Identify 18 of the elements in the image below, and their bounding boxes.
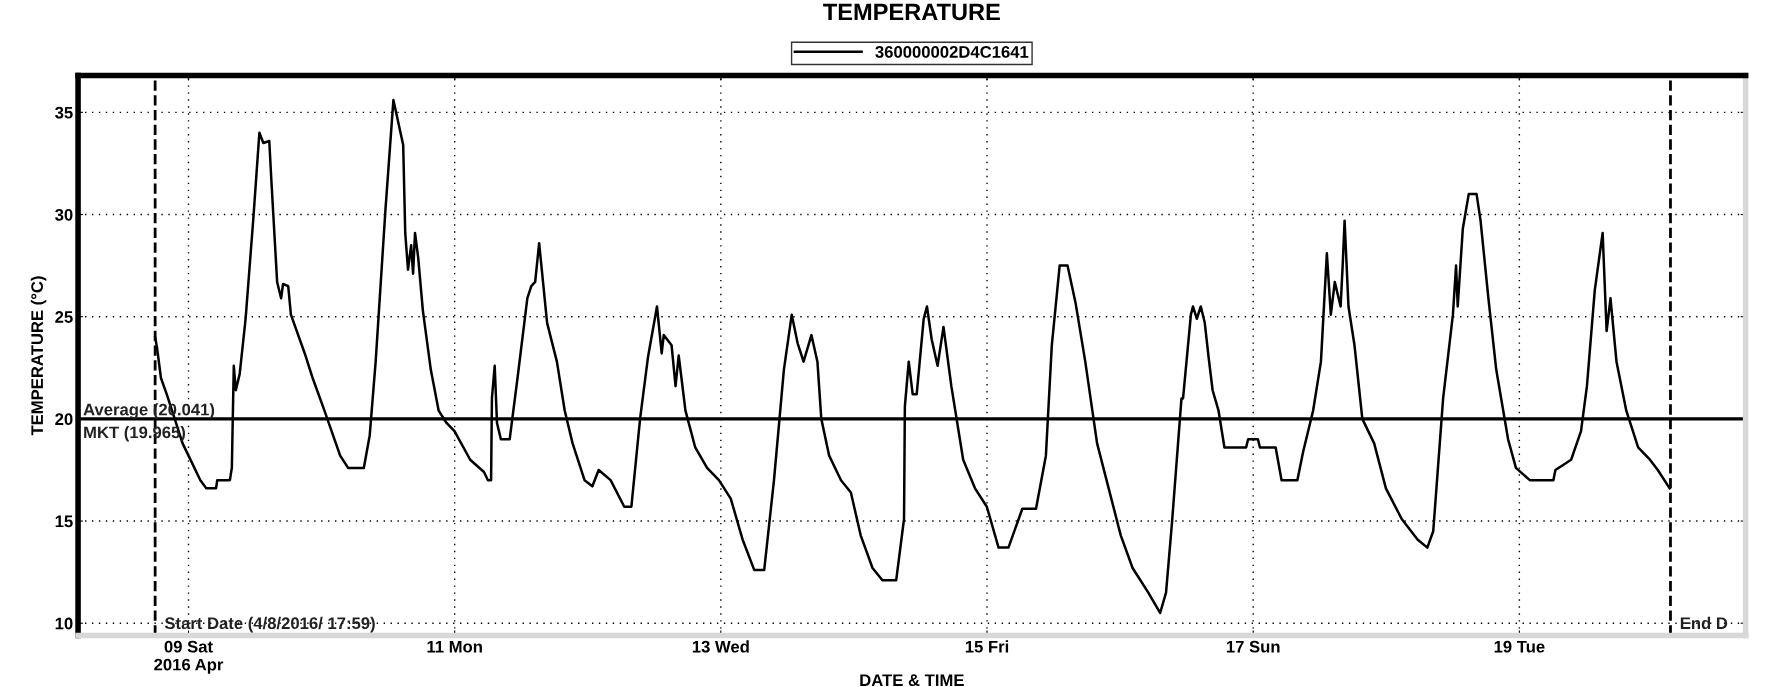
y-tick-label: 20 [55,413,73,426]
ref-line-label: Start Date (4/8/2016/ 17:59) [164,616,375,633]
y-tick-label: 35 [55,106,73,119]
x-tick-label: 19 Tue [1494,640,1545,653]
legend-label: 360000002D4C1641 [875,46,1029,58]
y-axis-title: TEMPERATURE (°C) [30,276,47,436]
chart-title: TEMPERATURE [823,3,1000,21]
x-axis-title: DATE & TIME [860,674,964,687]
x-tick-label: 17 Sun [1226,640,1280,653]
y-tick-label: 25 [55,311,73,323]
x-tick-label: 09 Sat 2016 Apr [154,640,224,674]
ref-line-label: End D [1680,616,1728,630]
x-tick-label: 11 Mon [427,640,482,653]
y-tick-label: 30 [55,208,73,221]
x-tick-label: 13 Wed [692,640,749,653]
y-tick-label: 10 [55,617,73,630]
y-tick-label: 15 [55,515,73,528]
x-tick-label: 15 Fri [965,640,1009,653]
